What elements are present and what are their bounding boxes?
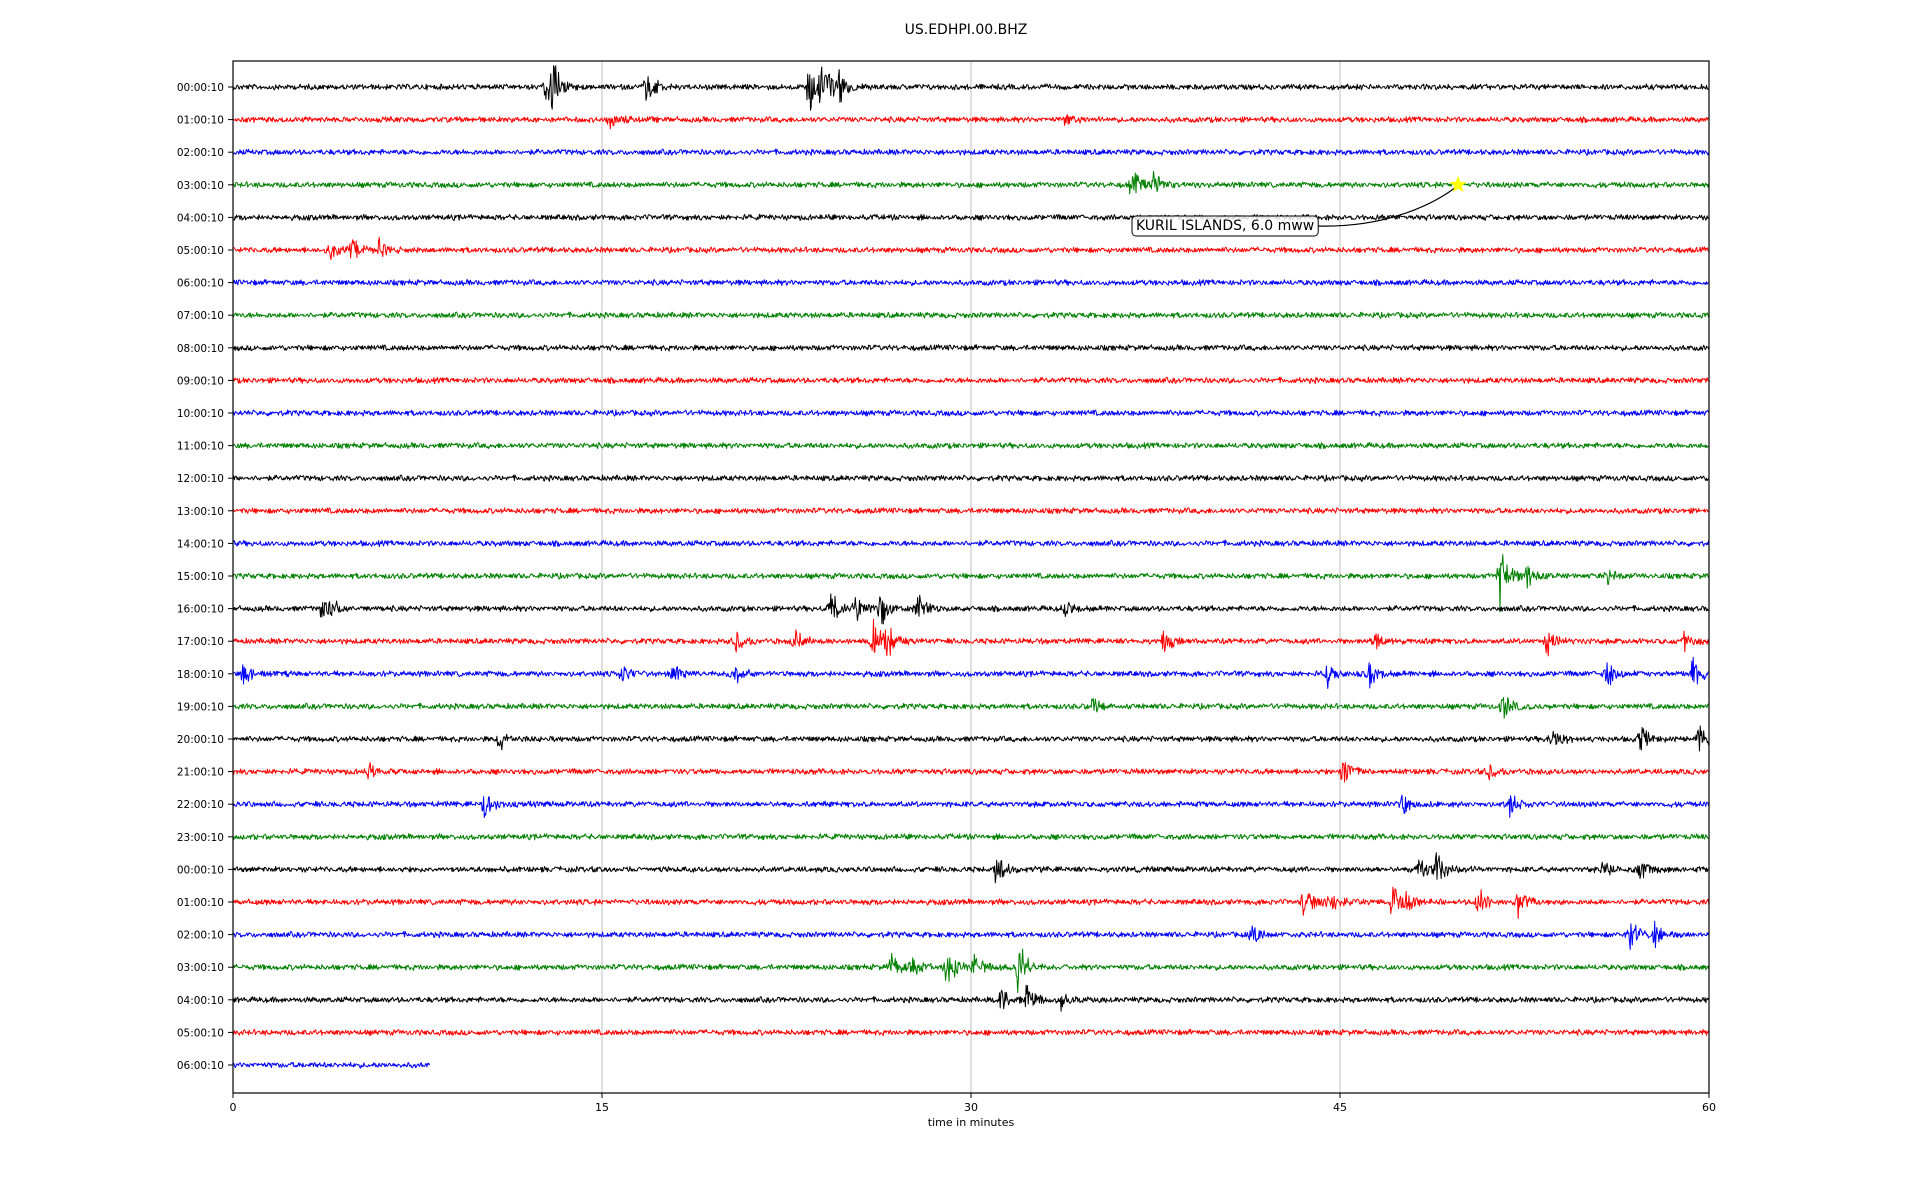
row-time-label: 16:00:10 <box>177 604 224 616</box>
trace-line <box>232 1028 1710 1037</box>
trace-line <box>232 593 1709 625</box>
row-time-label: 04:00:10 <box>177 995 224 1007</box>
x-tick-label: 15 <box>595 1101 609 1114</box>
row-time-label: 13:00:10 <box>177 506 224 518</box>
trace-line <box>232 762 1709 783</box>
row-time-labels: 00:00:10 01:00:10 02:00:10 03:00:10 04:00:10… <box>177 82 233 1072</box>
row-time-label: 11:00:10 <box>177 441 224 453</box>
row-time-label: 01:00:10 <box>177 897 224 909</box>
trace-line <box>232 725 1710 752</box>
row-time-label: 01:00:10 <box>177 115 224 127</box>
event-annotation: KURIL ISLANDS, 6.0 mww <box>1131 175 1467 237</box>
row-time-label: 06:00:10 <box>177 1060 224 1072</box>
row-time-label: 05:00:10 <box>177 245 224 257</box>
row-time-label: 19:00:10 <box>177 701 224 713</box>
row-time-label: 23:00:10 <box>177 832 224 844</box>
x-tick-label: 45 <box>1333 1101 1347 1114</box>
row-time-label: 05:00:10 <box>177 1027 224 1039</box>
row-time-label: 20:00:10 <box>177 734 224 746</box>
trace-line <box>232 236 1710 261</box>
annotation-connector <box>1318 184 1459 227</box>
trace-line <box>232 311 1710 319</box>
row-time-label: 22:00:10 <box>177 799 224 811</box>
trace-line <box>232 409 1710 417</box>
seismic-traces <box>232 65 1710 1069</box>
row-time-label: 14:00:10 <box>177 538 224 550</box>
x-axis-label: time in minutes <box>928 1116 1015 1129</box>
trace-line <box>232 114 1709 130</box>
row-time-label: 21:00:10 <box>177 767 224 779</box>
annotation-label: KURIL ISLANDS, 6.0 mww <box>1136 218 1314 234</box>
trace-line <box>232 920 1710 951</box>
trace-line <box>232 852 1709 884</box>
row-time-label: 00:00:10 <box>177 82 224 94</box>
row-time-label: 08:00:10 <box>177 343 224 355</box>
row-time-label: 02:00:10 <box>177 147 224 159</box>
row-time-label: 15:00:10 <box>177 571 224 583</box>
trace-line <box>232 65 1709 111</box>
row-time-label: 18:00:10 <box>177 669 224 681</box>
row-time-label: 00:00:10 <box>177 864 224 876</box>
x-tick-label: 30 <box>964 1101 978 1114</box>
trace-line <box>232 1061 431 1069</box>
row-time-label: 17:00:10 <box>177 636 224 648</box>
trace-line <box>232 442 1709 450</box>
trace-line <box>232 148 1710 156</box>
row-time-label: 06:00:10 <box>177 278 224 290</box>
trace-line <box>232 618 1710 657</box>
chart-title: US.EDHPI.00.BHZ <box>905 22 1028 38</box>
trace-line <box>232 474 1709 482</box>
trace-line <box>232 697 1709 719</box>
trace-line <box>232 833 1709 841</box>
row-time-label: 03:00:10 <box>177 962 224 974</box>
trace-line <box>232 213 1709 221</box>
trace-line <box>232 344 1710 352</box>
x-tick-label: 0 <box>230 1101 237 1114</box>
x-tick-label: 60 <box>1702 1101 1716 1114</box>
trace-line <box>232 507 1709 515</box>
row-time-label: 12:00:10 <box>177 473 224 485</box>
event-star-marker <box>1449 175 1467 193</box>
trace-line <box>232 984 1710 1012</box>
annotation-box <box>1131 215 1319 237</box>
trace-line <box>232 948 1710 993</box>
row-time-label: 10:00:10 <box>177 408 224 420</box>
row-time-label: 02:00:10 <box>177 930 224 942</box>
trace-line <box>232 554 1710 613</box>
trace-line <box>232 279 1709 287</box>
x-axis-ticks: 0 15 30 45 60 <box>230 1093 1716 1114</box>
trace-line <box>232 539 1710 548</box>
row-time-label: 04:00:10 <box>177 212 224 224</box>
row-time-label: 03:00:10 <box>177 180 224 192</box>
trace-line <box>232 656 1710 689</box>
trace-line <box>232 376 1709 385</box>
trace-line <box>232 794 1710 818</box>
row-time-label: 09:00:10 <box>177 375 224 387</box>
row-time-label: 07:00:10 <box>177 310 224 322</box>
trace-line <box>232 886 1710 919</box>
